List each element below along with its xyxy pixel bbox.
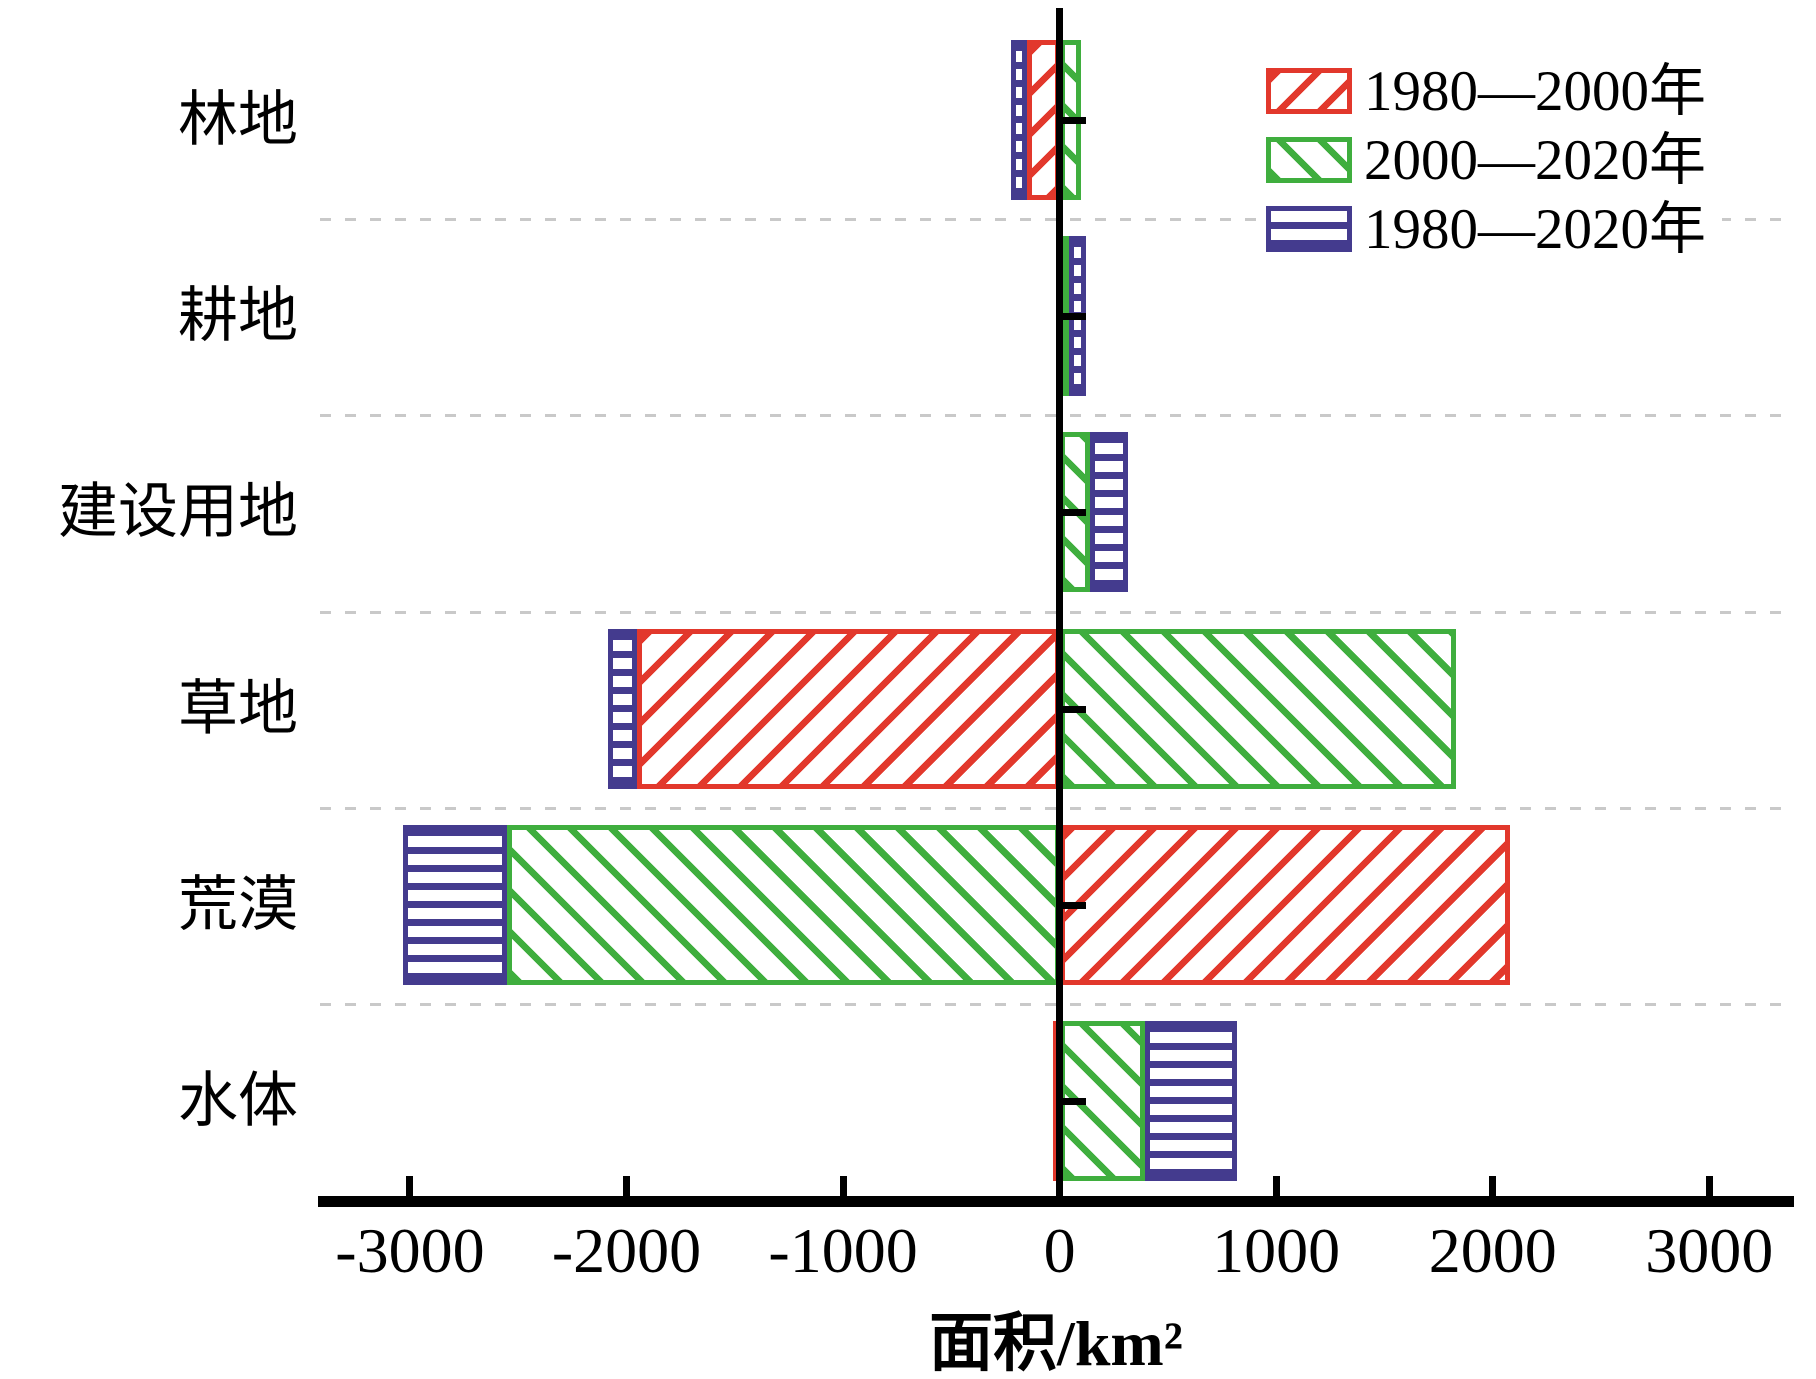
x-tick [1272, 1176, 1280, 1197]
legend-label-1980-2020: 1980—2020年 [1364, 197, 1706, 261]
category-label-1: 耕地 [178, 283, 298, 349]
bar-3-series-0 [637, 629, 1060, 789]
category-label-5: 水体 [178, 1068, 298, 1134]
x-tick [839, 1176, 847, 1197]
legend-swatch-blue-stripe-icon [1266, 206, 1352, 252]
x-axis-title: 面积/km² [929, 1308, 1183, 1379]
category-tick [1056, 312, 1086, 320]
legend-label-1980-2000: 1980—2000年 [1364, 59, 1706, 123]
category-tick [1056, 705, 1086, 713]
legend-item-2000-2020: 2000—2020年 [1266, 132, 1706, 189]
legend-swatch-green-hatch-icon [1266, 137, 1352, 183]
category-tick [1056, 116, 1086, 124]
x-tick-label: 2000 [1428, 1215, 1557, 1286]
bar-5-series-1 [1059, 1021, 1146, 1181]
category-tick [1056, 1097, 1086, 1105]
x-tick [406, 1176, 414, 1197]
category-label-3: 草地 [178, 676, 298, 742]
x-axis-line [318, 1196, 1794, 1207]
legend-swatch-red-hatch-icon [1266, 68, 1352, 114]
bar-0-series-0 [1027, 40, 1060, 200]
x-tick-label: -2000 [551, 1215, 702, 1286]
x-tick [623, 1176, 630, 1197]
legend-item-1980-2000: 1980—2000年 [1266, 63, 1706, 120]
x-tick-label: 0 [1043, 1215, 1076, 1286]
x-tick-label: -3000 [335, 1215, 485, 1286]
legend: 1980—2000年 2000—2020年 1980—2020年 [1256, 58, 1722, 262]
bar-3-series-2 [608, 629, 638, 789]
category-label-0: 林地 [178, 87, 298, 153]
bar-3-series-1 [1059, 629, 1456, 789]
x-tick [1489, 1176, 1497, 1197]
category-label-2: 建设用地 [58, 479, 298, 545]
x-tick-label: 3000 [1645, 1215, 1774, 1286]
x-tick [1705, 1176, 1713, 1197]
bar-4-series-1 [507, 825, 1060, 985]
x-tick-label: -1000 [768, 1215, 918, 1286]
bar-4-series-0 [1059, 825, 1511, 985]
zero-axis-line [1056, 8, 1063, 1200]
category-tick [1056, 508, 1086, 516]
bar-0-series-2 [1010, 40, 1028, 200]
legend-label-2000-2020: 2000—2020年 [1364, 128, 1706, 192]
bar-5-series-2 [1145, 1021, 1238, 1181]
bar-4-series-2 [403, 825, 508, 985]
category-tick [1056, 901, 1086, 909]
x-tick-label: 1000 [1212, 1215, 1341, 1286]
bar-2-series-2 [1089, 432, 1128, 592]
legend-item-1980-2020: 1980—2020年 [1266, 201, 1706, 258]
category-label-4: 荒漠 [178, 872, 298, 938]
